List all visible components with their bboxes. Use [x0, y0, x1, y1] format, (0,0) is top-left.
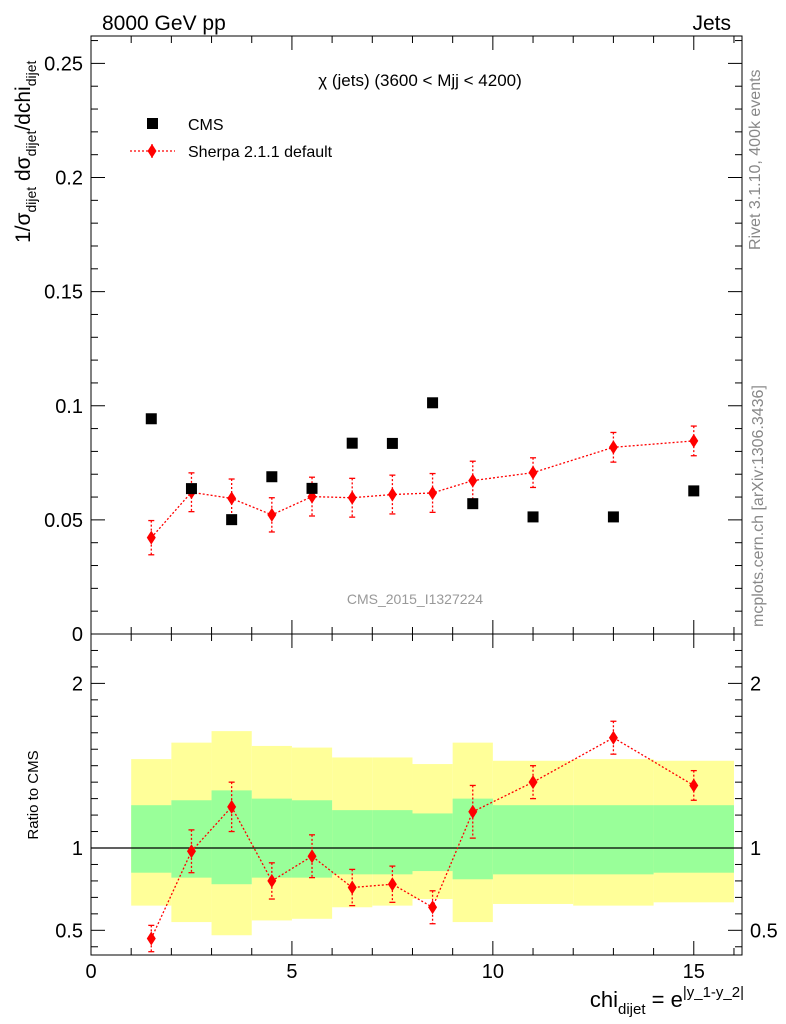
sherpa-point [267, 507, 277, 522]
sherpa-point [428, 485, 438, 500]
x-tick-label: 0 [85, 961, 96, 983]
legend-cms-marker [147, 118, 158, 129]
ratio-y-tick-label: 0.5 [55, 920, 83, 942]
ratio-panel: 0 5 10 15 0.5 0.5 1 1 2 2 [55, 633, 778, 983]
cms-point [386, 437, 398, 449]
ratio-sherpa-point [468, 804, 478, 819]
ylabel-part-5: /dchi [12, 86, 35, 130]
cms-point [688, 485, 700, 497]
ylabel-part-6: dijet [23, 61, 39, 87]
cms-point [226, 514, 238, 526]
main-y-tick-label: 0.25 [44, 53, 83, 75]
header-left: 8000 GeV pp [102, 12, 226, 35]
band-inner-10 [573, 805, 654, 875]
band-inner-6 [372, 810, 413, 875]
ratio-sherpa-point [227, 799, 237, 814]
main-y-tick-label: 0.1 [55, 396, 83, 418]
ylabel-part-3: dσ [12, 156, 35, 187]
ratio-sherpa-point [186, 844, 196, 859]
xlabel-part-2: dijet [618, 1001, 646, 1018]
main-y-tick-label: 0.15 [44, 282, 83, 304]
cms-point [427, 397, 439, 409]
cms-point [346, 437, 358, 449]
ratio-sherpa-point [528, 775, 538, 790]
ratio-sherpa-point [267, 873, 277, 888]
main-y-tick-label: 0 [72, 624, 83, 646]
band-inner-0 [131, 805, 172, 873]
ratio-y-tick-label-right: 0.5 [750, 920, 778, 942]
sherpa-line [150, 440, 694, 539]
ylabel-part-2: dijet [23, 187, 39, 213]
ratio-sherpa-point [146, 931, 156, 946]
header-right: Jets [692, 12, 731, 35]
main-y-tick-label: 0.2 [55, 168, 83, 190]
xlabel-part-4: |y_1-y_2| [683, 984, 744, 1001]
x-tick-label: 10 [482, 961, 504, 983]
band-inner-3 [251, 798, 292, 878]
sherpa-point [347, 490, 357, 505]
x-axis-label: chidijet = e|y_1-y_2| [590, 984, 744, 1018]
ratio-sherpa-line [150, 736, 695, 939]
ratio-sherpa-point [428, 900, 438, 915]
x-tick-label: 5 [286, 961, 297, 983]
ratio-frame [90, 633, 743, 956]
ratio-y-axis-label: Ratio to CMS [25, 750, 42, 839]
ratio-y-tick-label: 1 [72, 838, 83, 860]
ratio-sherpa-point [689, 778, 699, 793]
sherpa-point [468, 473, 478, 488]
cms-point [306, 482, 318, 494]
ylabel-part-4: dijet [23, 131, 39, 157]
sherpa-point [608, 440, 618, 455]
main-panel: 0 0.05 0.1 0.15 0.2 0.25 [44, 35, 743, 646]
ratio-y-tick-label-right: 2 [750, 673, 761, 695]
ratio-sherpa-point [307, 849, 317, 864]
band-inner-7 [412, 813, 453, 872]
cms-point [527, 511, 539, 523]
rivet-label: Rivet 3.1.10, 400k events [747, 69, 764, 250]
cms-point [185, 483, 197, 495]
ylabel-part-1: 1/σ [12, 212, 35, 243]
band-inner-11 [653, 805, 734, 873]
mcplots-label: mcplots.cern.ch [arXiv:1306.3436] [750, 385, 767, 627]
legend-sherpa-marker [147, 144, 157, 158]
sherpa-point [387, 487, 397, 502]
cms-point [266, 471, 278, 483]
main-y-tick-label: 0.05 [44, 510, 83, 532]
cms-point [467, 498, 479, 510]
band-inner-9 [492, 805, 574, 875]
legend-sherpa-label: Sherpa 2.1.1 default [188, 144, 333, 161]
xlabel-part-3: = e [646, 987, 683, 1012]
sherpa-point [528, 465, 538, 480]
legend: CMS Sherpa 2.1.1 default [130, 117, 333, 161]
ratio-sherpa-point [347, 880, 357, 895]
ratio-sherpa-point [387, 877, 397, 892]
sherpa-point [227, 491, 237, 506]
sherpa-point [689, 433, 699, 448]
band-inner-5 [332, 810, 373, 875]
ratio-y-tick-label: 2 [72, 673, 83, 695]
cms-point [607, 511, 619, 523]
watermark: CMS_2015_I1327224 [347, 591, 483, 607]
main-y-axis-label: 1/σdijet dσdijet/dchidijet [12, 61, 39, 243]
x-tick-label: 15 [683, 961, 705, 983]
legend-cms-label: CMS [188, 117, 224, 134]
ratio-sherpa-point [608, 730, 618, 745]
sherpa-point [146, 530, 156, 545]
cms-point [145, 413, 157, 425]
ratio-y-tick-label-right: 1 [750, 838, 761, 860]
main-title: χ (jets) (3600 < Mjj < 4200) [318, 71, 522, 90]
xlabel-part-1: chi [590, 987, 618, 1012]
